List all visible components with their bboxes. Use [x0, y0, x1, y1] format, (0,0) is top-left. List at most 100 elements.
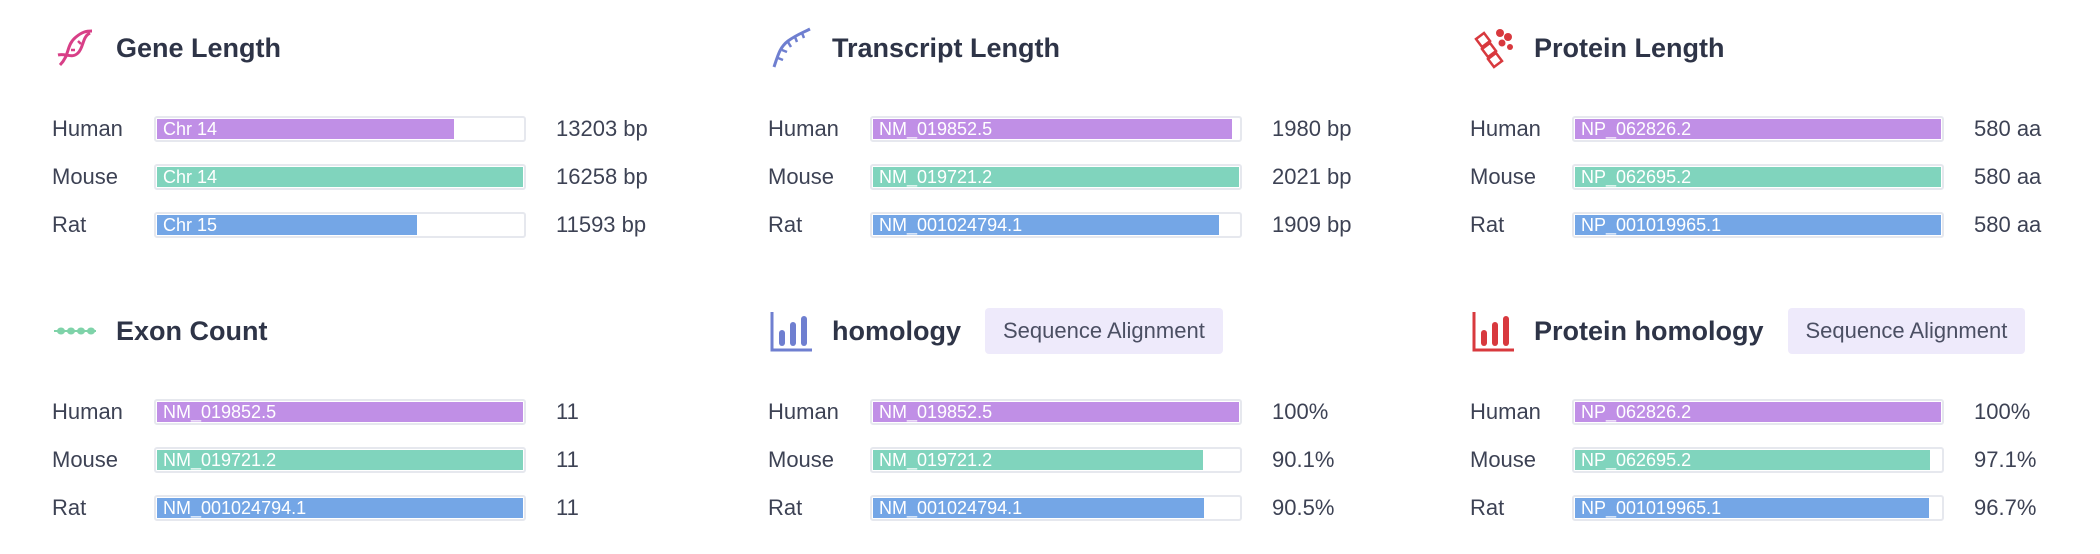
identity-value: 100%	[1974, 399, 2031, 424]
length-bar-track: NM_019852.5	[870, 116, 1242, 142]
protein-id-label: NP_062695.2	[1581, 450, 1692, 470]
panel-header: Exon Count	[52, 307, 267, 355]
identity-bar-track: NP_001019965.1	[1572, 495, 1944, 521]
length-bar-track: NM_001024794.1	[870, 212, 1242, 238]
count-bar-track: NM_019852.5	[154, 399, 526, 425]
species-row-rat: Rat NM_001024794.1 1909 bp	[768, 201, 1352, 249]
exon-chain-icon	[52, 308, 98, 354]
panel-title: Transcript Length	[832, 32, 1061, 63]
chromosome-label: Chr 15	[163, 215, 218, 235]
protein-id-label: NP_001019965.1	[1581, 215, 1722, 235]
panel-title: Protein Length	[1534, 32, 1725, 63]
panel-title: Exon Count	[116, 315, 268, 346]
species-label: Human	[1470, 116, 1541, 141]
species-label: Human	[1470, 399, 1541, 424]
length-value: 13203 bp	[556, 116, 648, 141]
species-row-rat: Rat Chr 15 11593 bp	[52, 201, 648, 249]
count-bar-fill: NM_019721.2	[157, 450, 523, 470]
species-rows: Human NP_062826.2 580 aa Mouse NP_062695…	[1470, 105, 2041, 249]
length-value: 1980 bp	[1272, 116, 1352, 141]
identity-value: 90.1%	[1272, 447, 1335, 472]
identity-bar-track: NM_019721.2	[870, 447, 1242, 473]
species-row-mouse: Mouse NM_019721.2 2021 bp	[768, 153, 1352, 201]
length-bar-fill: NM_001024794.1	[873, 215, 1219, 235]
identity-value: 100%	[1272, 399, 1329, 424]
bar-chart-icon	[1470, 308, 1516, 354]
species-rows: Human NM_019852.5 1980 bp Mouse NM_01972…	[768, 105, 1352, 249]
panel-title: Protein homology	[1534, 315, 1764, 346]
identity-bar-track: NM_019852.5	[870, 399, 1242, 425]
length-bar-track: Chr 14	[154, 164, 526, 190]
count-bar-track: NM_019721.2	[154, 447, 526, 473]
species-rows: Human Chr 14 13203 bp Mouse Chr 14 16258…	[52, 105, 648, 249]
length-bar-fill: Chr 14	[157, 167, 523, 187]
identity-value: 90.5%	[1272, 495, 1335, 520]
panel-title: homology	[832, 315, 961, 346]
identity-value: 97.1%	[1974, 447, 2037, 472]
sequence-alignment-button[interactable]: Sequence Alignment	[1787, 308, 2026, 354]
exon-count-panel: Exon Count Human NM_019852.5 11 Mouse NM…	[0, 283, 720, 554]
length-value: 580 aa	[1974, 116, 2042, 141]
identity-bar-track: NP_062695.2	[1572, 447, 1944, 473]
length-value: 580 aa	[1974, 212, 2042, 237]
sequence-alignment-button[interactable]: Sequence Alignment	[985, 308, 1223, 354]
count-bar-fill: NM_019852.5	[157, 402, 523, 422]
species-row-rat: Rat NM_001024794.1 11	[52, 484, 579, 532]
count-bar-track: NM_001024794.1	[154, 495, 526, 521]
length-bar-track: NP_062826.2	[1572, 116, 1944, 142]
species-label: Rat	[52, 212, 87, 237]
dna-icon	[52, 25, 98, 71]
panel-header: Transcript Length	[768, 24, 1060, 72]
species-rows: Human NP_062826.2 100% Mouse NP_062695.2…	[1470, 388, 2036, 532]
species-label: Mouse	[768, 164, 835, 189]
species-label: Human	[768, 116, 839, 141]
length-bar-fill: NM_019721.2	[873, 167, 1239, 187]
length-bar-fill: NP_062826.2	[1575, 119, 1941, 139]
species-row-rat: Rat NM_001024794.1 90.5%	[768, 484, 1334, 532]
bar-chart-icon	[768, 308, 814, 354]
transcript-id-label: NM_019721.2	[879, 450, 993, 470]
species-row-mouse: Mouse NP_062695.2 580 aa	[1470, 153, 2041, 201]
transcript-id-label: NM_001024794.1	[163, 498, 307, 518]
length-bar-track: NP_001019965.1	[1572, 212, 1944, 238]
protein-id-label: NP_062695.2	[1581, 167, 1692, 187]
length-value: 1909 bp	[1272, 212, 1352, 237]
gene-length-panel: Gene Length Human Chr 14 13203 bp Mouse …	[0, 0, 720, 283]
transcript-id-label: NM_001024794.1	[879, 215, 1023, 235]
species-label: Rat	[768, 495, 803, 520]
identity-bar-fill: NP_062695.2	[1575, 450, 1931, 470]
species-row-human: Human NP_062826.2 580 aa	[1470, 105, 2041, 153]
identity-bar-fill: NM_001024794.1	[873, 498, 1205, 518]
rna-strand-icon	[768, 25, 814, 71]
species-row-human: Human Chr 14 13203 bp	[52, 105, 648, 153]
identity-bar-fill: NM_019852.5	[873, 402, 1239, 422]
count-value: 11	[556, 399, 579, 424]
species-label: Human	[52, 116, 123, 141]
species-label: Human	[52, 399, 123, 424]
species-rows: Human NM_019852.5 11 Mouse NM_019721.2 1…	[52, 388, 579, 532]
species-label: Human	[768, 399, 839, 424]
species-label: Rat	[52, 495, 87, 520]
protein-id-label: NP_001019965.1	[1581, 498, 1722, 518]
length-bar-fill: NP_062695.2	[1575, 167, 1941, 187]
count-bar-fill: NM_001024794.1	[157, 498, 523, 518]
length-value: 580 aa	[1974, 164, 2042, 189]
transcript-id-label: NM_019852.5	[163, 402, 277, 422]
chromosome-label: Chr 14	[163, 119, 218, 139]
panel-title: Gene Length	[116, 32, 282, 63]
length-bar-fill: NP_001019965.1	[1575, 215, 1941, 235]
protein-id-label: NP_062826.2	[1581, 119, 1692, 139]
length-value: 11593 bp	[556, 212, 647, 237]
species-row-mouse: Mouse NM_019721.2 90.1%	[768, 436, 1334, 484]
identity-bar-track: NP_062826.2	[1572, 399, 1944, 425]
length-value: 16258 bp	[556, 164, 648, 189]
species-row-rat: Rat NP_001019965.1 580 aa	[1470, 201, 2041, 249]
identity-bar-fill: NP_001019965.1	[1575, 498, 1929, 518]
species-row-human: Human NM_019852.5 100%	[768, 388, 1334, 436]
species-row-mouse: Mouse Chr 14 16258 bp	[52, 153, 648, 201]
species-rows: Human NM_019852.5 100% Mouse NM_019721.2…	[768, 388, 1334, 532]
length-bar-fill: NM_019852.5	[873, 119, 1232, 139]
homology-panel: homology Sequence Alignment Human NM_019…	[720, 283, 1430, 554]
species-label: Rat	[768, 212, 803, 237]
species-label: Mouse	[1470, 447, 1537, 472]
